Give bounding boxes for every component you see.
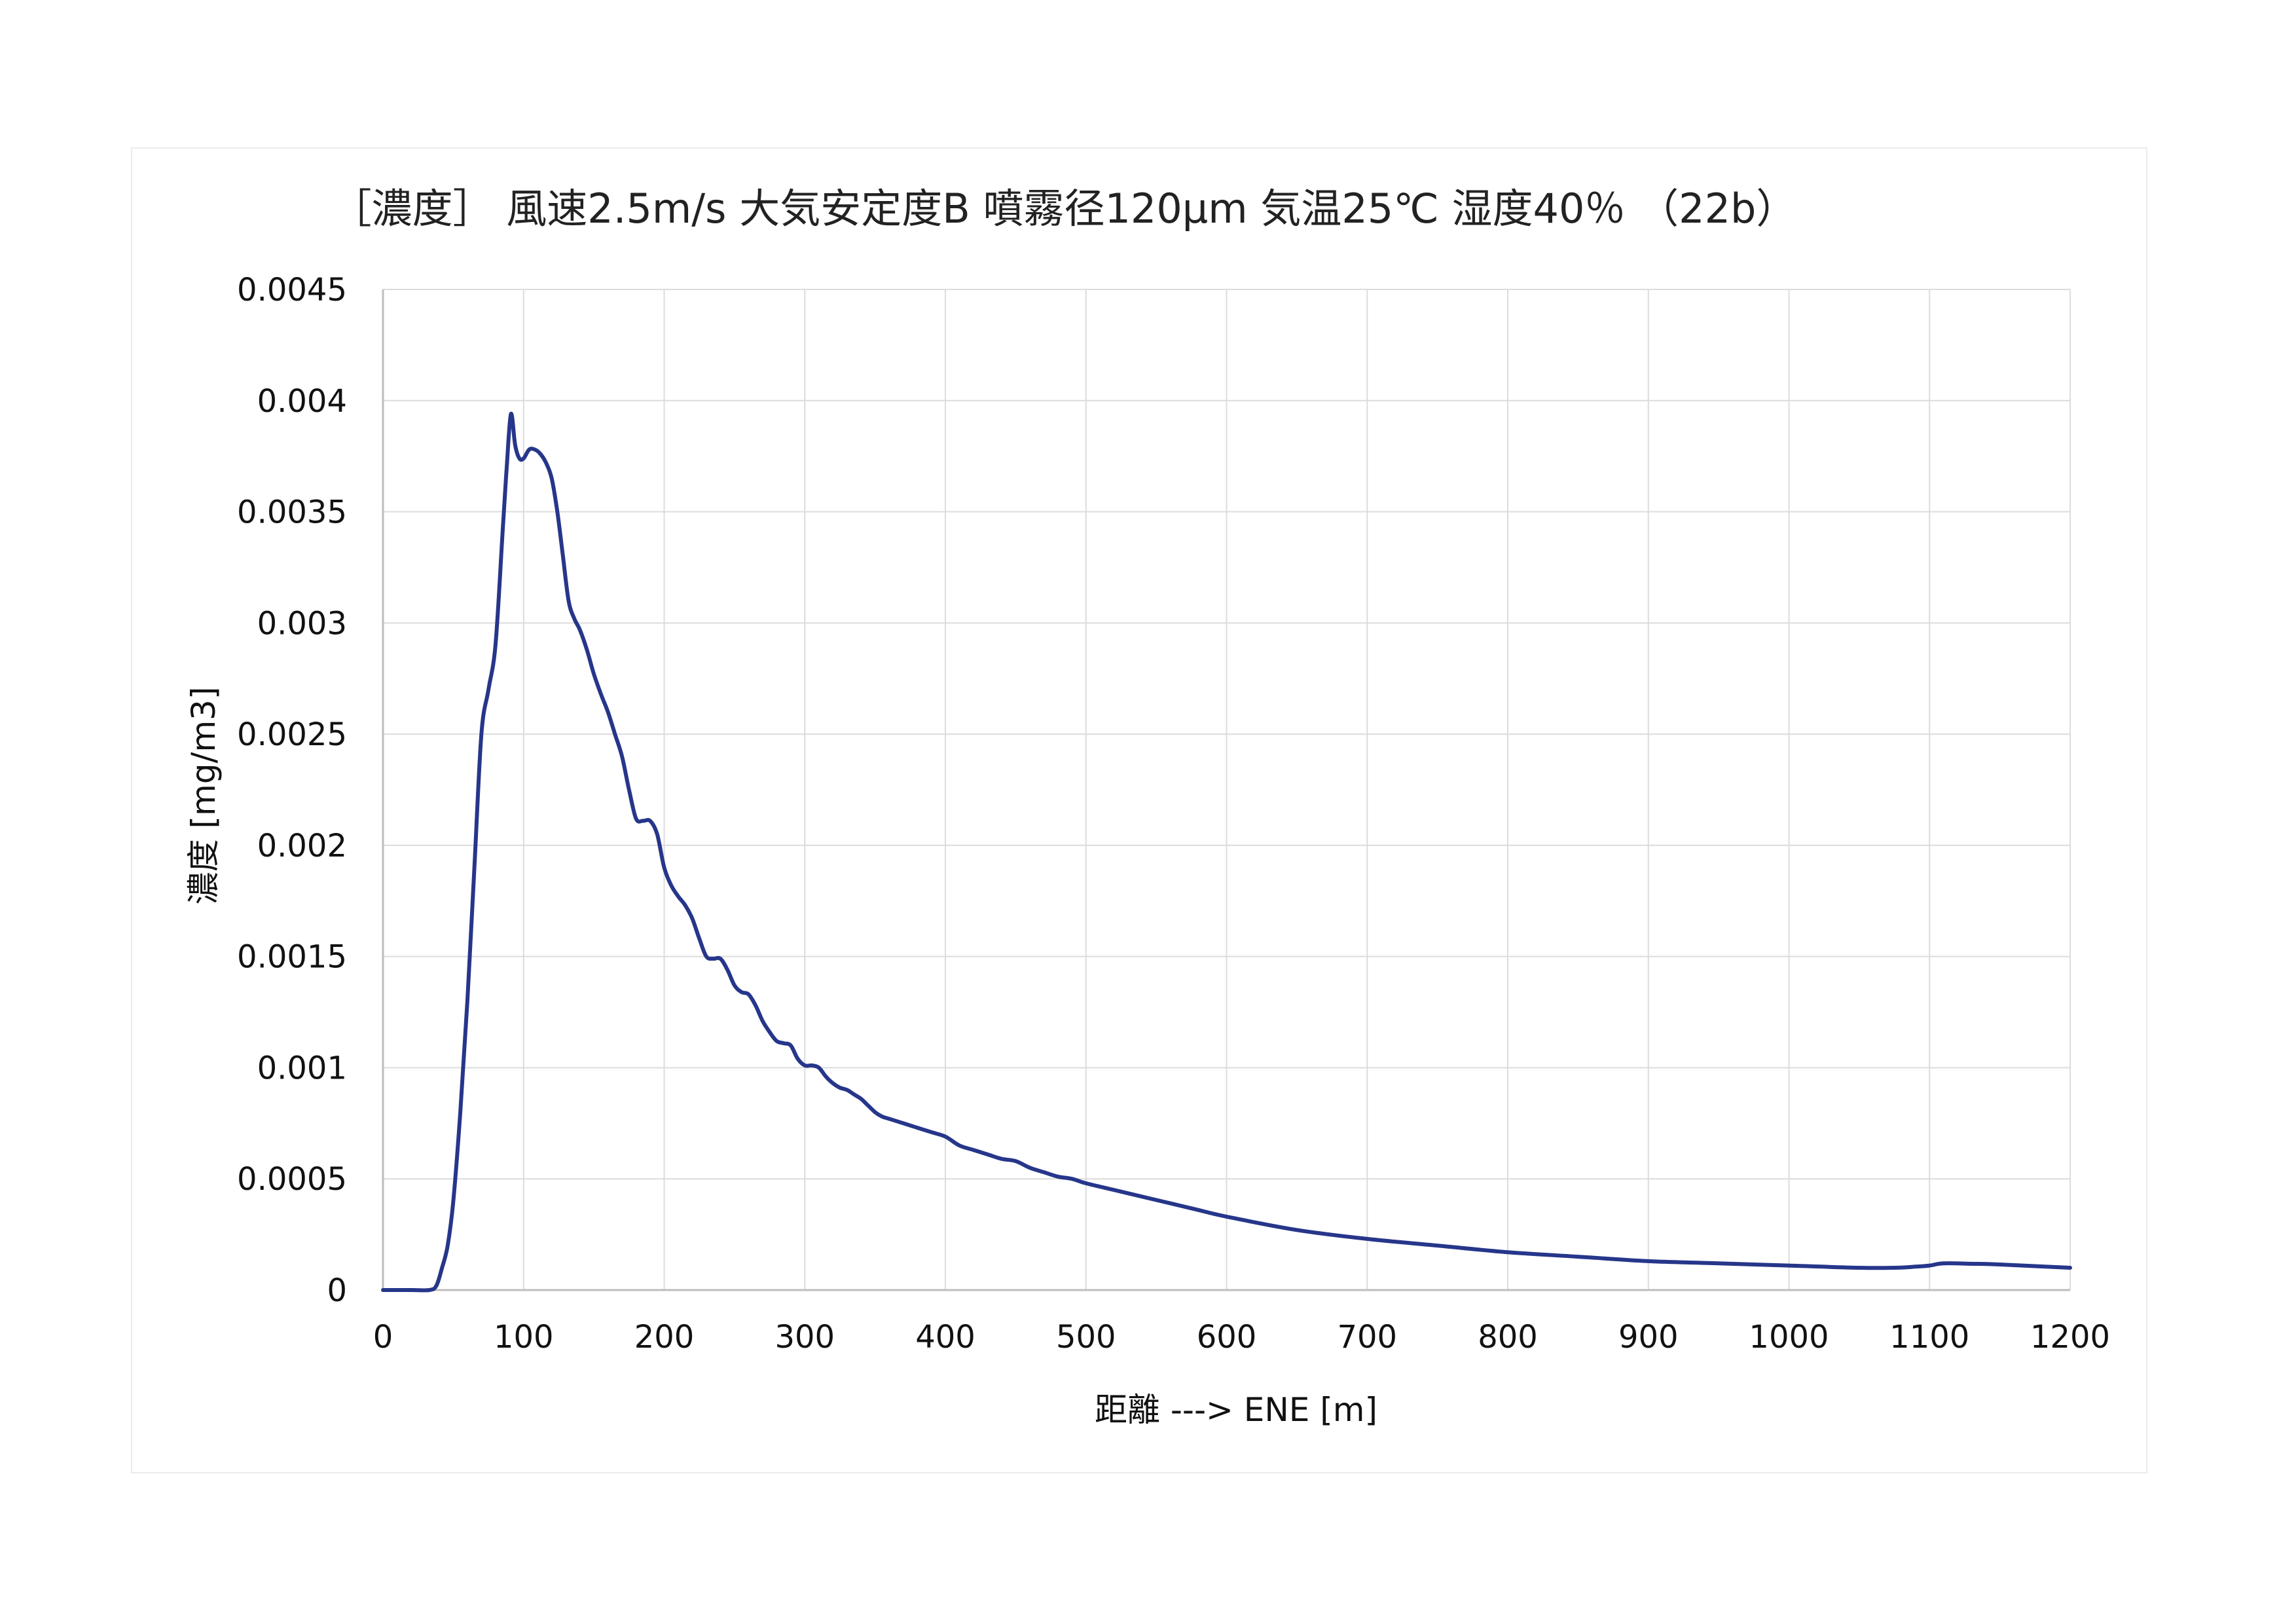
x-tick-label: 200 — [634, 1319, 695, 1356]
y-axis-title: 濃度 [mg/m3] — [185, 687, 223, 905]
x-tick-label: 700 — [1337, 1319, 1397, 1356]
x-tick-label: 300 — [774, 1319, 835, 1356]
y-tick-label: 0.0005 — [237, 1161, 347, 1198]
series-layer — [381, 412, 2072, 1293]
tick-labels: 0 100 200 300 400 500 600 700 800 900 1000 1100 1200… — [237, 272, 2110, 1356]
x-tick-label: 0 — [373, 1319, 393, 1356]
x-tick-label: 500 — [1056, 1319, 1116, 1356]
y-tick-label: 0 — [327, 1272, 347, 1309]
y-tick-label: 0.0045 — [237, 272, 347, 308]
y-tick-label: 0.001 — [257, 1050, 347, 1086]
x-tick-label: 1200 — [2030, 1319, 2110, 1356]
x-tick-label: 600 — [1197, 1319, 1257, 1356]
x-tick-label: 1100 — [1889, 1319, 1969, 1356]
y-tick-label: 0.004 — [257, 383, 347, 420]
x-tick-label: 800 — [1478, 1319, 1538, 1356]
y-tick-label: 0.0025 — [237, 716, 347, 753]
y-tick-label: 0.0015 — [237, 939, 347, 976]
x-tick-label: 100 — [494, 1319, 554, 1356]
x-tick-label: 400 — [915, 1319, 975, 1356]
y-tick-label: 0.0035 — [237, 494, 347, 531]
chart-title: ［濃度］ 風速2.5m/s 大気安定度B 噴霧径120μm 気温25℃ 湿度40… — [331, 185, 1797, 232]
y-tick-label: 0.002 — [257, 828, 347, 864]
x-tick-label: 1000 — [1749, 1319, 1829, 1356]
axes — [382, 289, 2070, 1291]
x-axis-title: 距離 ---> ENE [m] — [1095, 1391, 1377, 1429]
chart-frame — [131, 147, 2147, 1473]
y-tick-label: 0.003 — [257, 605, 347, 642]
series-line — [381, 412, 2072, 1293]
grid — [383, 289, 2071, 1290]
x-tick-label: 900 — [1618, 1319, 1679, 1356]
